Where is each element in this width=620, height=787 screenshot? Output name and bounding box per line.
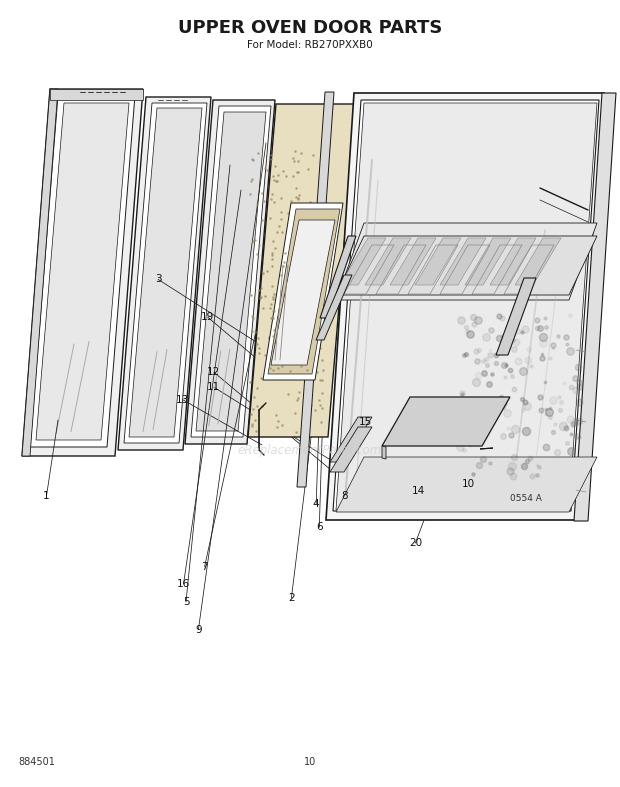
Polygon shape [336,103,597,510]
Polygon shape [515,238,561,285]
Polygon shape [320,236,356,318]
Text: 9: 9 [195,625,202,634]
Text: 7: 7 [202,562,208,571]
Text: 10: 10 [461,479,475,489]
Polygon shape [415,238,461,285]
Text: 6: 6 [316,523,322,532]
Text: 19: 19 [201,312,215,322]
Text: 11: 11 [207,382,221,392]
Text: 13: 13 [176,395,190,405]
Text: 884501: 884501 [18,757,55,767]
Text: 10: 10 [304,757,316,767]
Polygon shape [268,209,340,374]
Polygon shape [336,223,597,300]
Text: 16: 16 [177,579,190,589]
Polygon shape [22,89,143,456]
Polygon shape [248,104,356,437]
Text: 8: 8 [341,491,347,501]
Text: For Model: RB270PXXB0: For Model: RB270PXXB0 [247,40,373,50]
Polygon shape [440,238,486,285]
Polygon shape [271,220,335,365]
Text: 12: 12 [207,368,221,377]
Polygon shape [490,238,536,285]
Polygon shape [185,100,275,444]
Text: UPPER OVEN DOOR PARTS: UPPER OVEN DOOR PARTS [178,19,442,37]
Polygon shape [465,238,511,285]
Polygon shape [118,97,211,450]
Text: 0554 A: 0554 A [510,493,542,503]
Polygon shape [330,417,372,462]
Polygon shape [191,106,271,437]
Text: eReplacementParts.com: eReplacementParts.com [238,444,382,456]
Polygon shape [326,93,604,520]
Polygon shape [496,278,536,355]
Text: 20: 20 [409,538,422,548]
Polygon shape [330,427,372,472]
Polygon shape [124,103,207,443]
Polygon shape [50,89,143,100]
Text: 2: 2 [288,593,294,603]
Polygon shape [336,457,597,512]
Polygon shape [36,103,129,440]
Polygon shape [196,112,266,431]
Polygon shape [382,446,386,459]
Polygon shape [297,92,334,487]
Polygon shape [129,108,202,437]
Text: 1: 1 [43,491,50,501]
Polygon shape [316,275,352,340]
Text: 14: 14 [412,486,425,496]
Text: 15: 15 [359,417,373,427]
Polygon shape [365,238,411,285]
Polygon shape [333,100,599,511]
Polygon shape [30,95,135,447]
Polygon shape [336,236,597,295]
Text: 4: 4 [313,499,319,508]
Polygon shape [390,238,436,285]
Text: 5: 5 [183,597,189,607]
Polygon shape [263,203,343,380]
Polygon shape [340,238,386,285]
Polygon shape [574,93,616,521]
Text: 3: 3 [155,275,161,284]
Polygon shape [480,448,493,449]
Polygon shape [22,89,58,456]
Polygon shape [382,397,510,446]
